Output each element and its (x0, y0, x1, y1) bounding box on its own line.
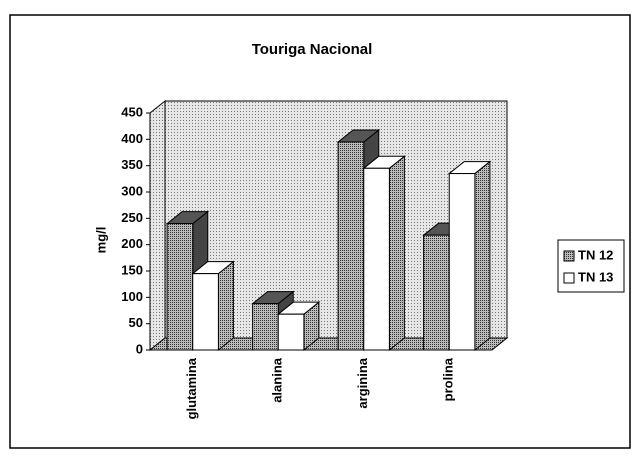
y-tick-label: 100 (121, 289, 143, 304)
y-tick-label: 450 (121, 104, 143, 119)
x-tick-label: glutamina (184, 357, 199, 419)
bar (192, 273, 219, 351)
bar (166, 223, 194, 351)
y-tick-label: 250 (121, 210, 143, 225)
bar (423, 234, 450, 351)
y-tick-label: 400 (121, 131, 143, 146)
bar-side (217, 260, 234, 352)
bar (252, 303, 279, 351)
side-wall (149, 99, 166, 352)
legend-label: TN 12 (578, 247, 613, 262)
bar-side (388, 155, 405, 352)
x-tick-label: prolina (441, 357, 456, 401)
bar-side (474, 160, 491, 352)
bar (277, 313, 305, 351)
y-tick-label: 200 (121, 236, 143, 251)
x-tick-label: alanina (270, 357, 285, 403)
y-tick-label: 50 (129, 315, 143, 330)
chart-title: Touriga Nacional (252, 41, 373, 58)
y-axis-label: mg/l (93, 227, 108, 254)
legend-label: TN 13 (578, 269, 613, 284)
bar (337, 141, 365, 351)
x-tick-label: arginina (355, 357, 370, 408)
y-tick-label: 350 (121, 157, 143, 172)
bar (448, 173, 476, 351)
legend-swatch (563, 272, 575, 284)
y-tick-label: 300 (121, 183, 143, 198)
legend-swatch (563, 250, 575, 262)
bar (363, 167, 390, 351)
y-tick-label: 150 (121, 262, 143, 277)
y-tick-label: 0 (136, 341, 143, 356)
